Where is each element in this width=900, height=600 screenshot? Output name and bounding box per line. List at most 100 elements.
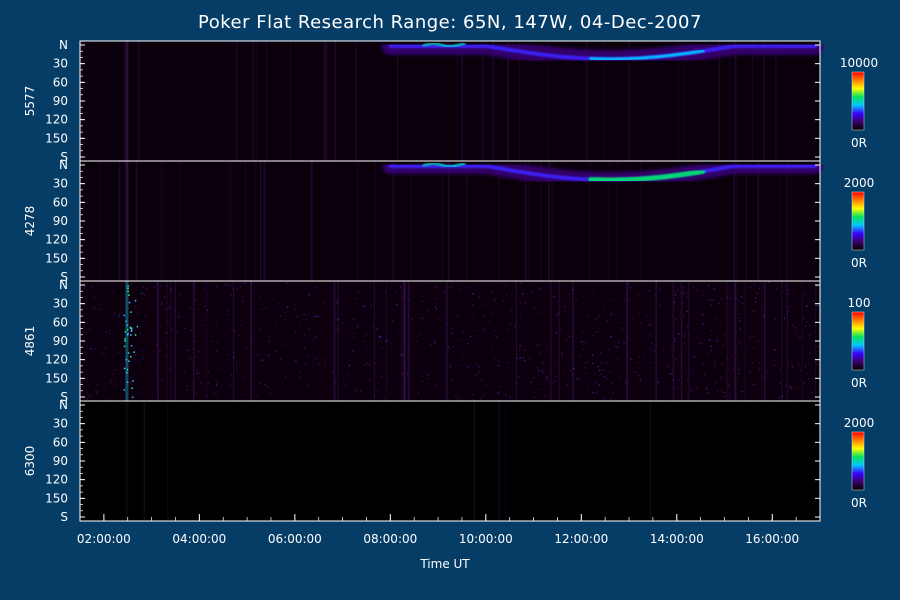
noise-speck	[738, 300, 740, 302]
noise-speck	[164, 355, 166, 357]
noise-speck	[544, 395, 547, 397]
noise-speck	[516, 357, 518, 359]
noise-speck	[779, 369, 781, 371]
noise-speck	[674, 338, 676, 340]
noise-speck	[519, 349, 521, 351]
noise-speck	[682, 287, 685, 289]
noise-speck	[750, 287, 752, 289]
noise-speck	[129, 284, 131, 286]
noise-speck	[575, 299, 577, 301]
vertical-streak	[174, 281, 176, 401]
noise-speck	[353, 318, 355, 320]
noise-speck	[145, 315, 147, 317]
noise-speck	[295, 290, 297, 292]
noise-speck	[798, 364, 800, 366]
noise-speck	[451, 282, 453, 284]
noise-speck	[451, 328, 454, 330]
noise-speck	[197, 308, 199, 310]
vertical-streak	[324, 41, 326, 161]
noise-speck	[754, 383, 757, 385]
vertical-streak	[235, 41, 238, 161]
noise-speck	[353, 332, 355, 335]
noise-speck	[141, 351, 143, 353]
noise-speck	[307, 383, 309, 385]
y-tick-label: 30	[53, 297, 68, 311]
noise-speck	[675, 293, 677, 295]
panel-background	[80, 161, 820, 281]
noise-speck	[678, 378, 680, 380]
noise-speck	[593, 293, 595, 295]
noise-speck	[203, 306, 205, 308]
noise-speck	[315, 357, 317, 359]
noise-speck	[184, 372, 186, 374]
noise-speck	[99, 309, 101, 311]
noise-speck	[261, 359, 264, 361]
noise-speck	[94, 348, 96, 350]
noise-speck	[498, 360, 500, 362]
vertical-streak	[781, 281, 783, 401]
vertical-streak	[356, 161, 359, 281]
noise-speck	[130, 381, 132, 384]
noise-speck	[105, 331, 108, 333]
noise-speck	[424, 281, 426, 283]
noise-speck	[96, 384, 98, 386]
noise-speck	[571, 289, 573, 291]
noise-speck	[226, 310, 228, 312]
vertical-streak	[757, 161, 760, 281]
noise-speck	[430, 344, 432, 346]
noise-speck	[586, 315, 588, 317]
noise-speck	[169, 305, 172, 307]
noise-speck	[202, 325, 204, 327]
noise-speck	[396, 304, 398, 306]
noise-speck	[533, 377, 535, 379]
noise-speck	[615, 346, 617, 348]
noise-speck	[674, 294, 676, 296]
noise-speck	[353, 350, 355, 352]
vertical-streak	[334, 41, 337, 161]
noise-speck	[541, 369, 543, 371]
noise-speck	[755, 297, 757, 299]
noise-speck	[449, 286, 451, 288]
noise-speck	[422, 300, 424, 302]
noise-speck	[798, 337, 800, 339]
noise-speck	[250, 281, 252, 283]
noise-speck	[603, 369, 605, 372]
aurora-early-burst	[422, 42, 466, 48]
noise-speck	[754, 301, 757, 303]
noise-speck	[755, 311, 757, 313]
noise-speck	[110, 379, 112, 381]
noise-speck	[353, 336, 355, 338]
noise-speck	[244, 282, 246, 285]
noise-speck	[443, 291, 445, 293]
noise-speck	[377, 390, 379, 392]
noise-speck	[299, 322, 301, 324]
noise-speck	[658, 288, 660, 290]
noise-speck	[610, 335, 612, 337]
vertical-streak	[518, 41, 520, 161]
noise-speck	[108, 399, 110, 401]
noise-speck	[787, 310, 790, 312]
colorbar-max-label: 100	[848, 296, 871, 310]
noise-speck	[105, 388, 107, 390]
noise-speck	[545, 378, 547, 380]
noise-speck	[232, 287, 234, 289]
noise-speck	[268, 354, 270, 356]
noise-speck	[573, 307, 575, 309]
noise-speck	[718, 302, 720, 304]
noise-speck	[509, 397, 511, 399]
noise-speck	[546, 378, 548, 380]
vertical-streak	[616, 161, 618, 281]
y-tick-label: 60	[53, 315, 68, 329]
noise-speck	[478, 296, 480, 298]
noise-speck	[159, 325, 161, 327]
noise-speck	[206, 309, 209, 311]
vertical-streak	[734, 281, 737, 401]
noise-speck	[751, 362, 753, 364]
noise-speck	[775, 288, 777, 290]
bright-streak	[125, 401, 129, 521]
bright-speck	[124, 338, 126, 340]
noise-speck	[136, 312, 139, 314]
noise-speck	[385, 340, 387, 342]
noise-speck	[190, 357, 192, 359]
noise-speck	[395, 290, 397, 292]
